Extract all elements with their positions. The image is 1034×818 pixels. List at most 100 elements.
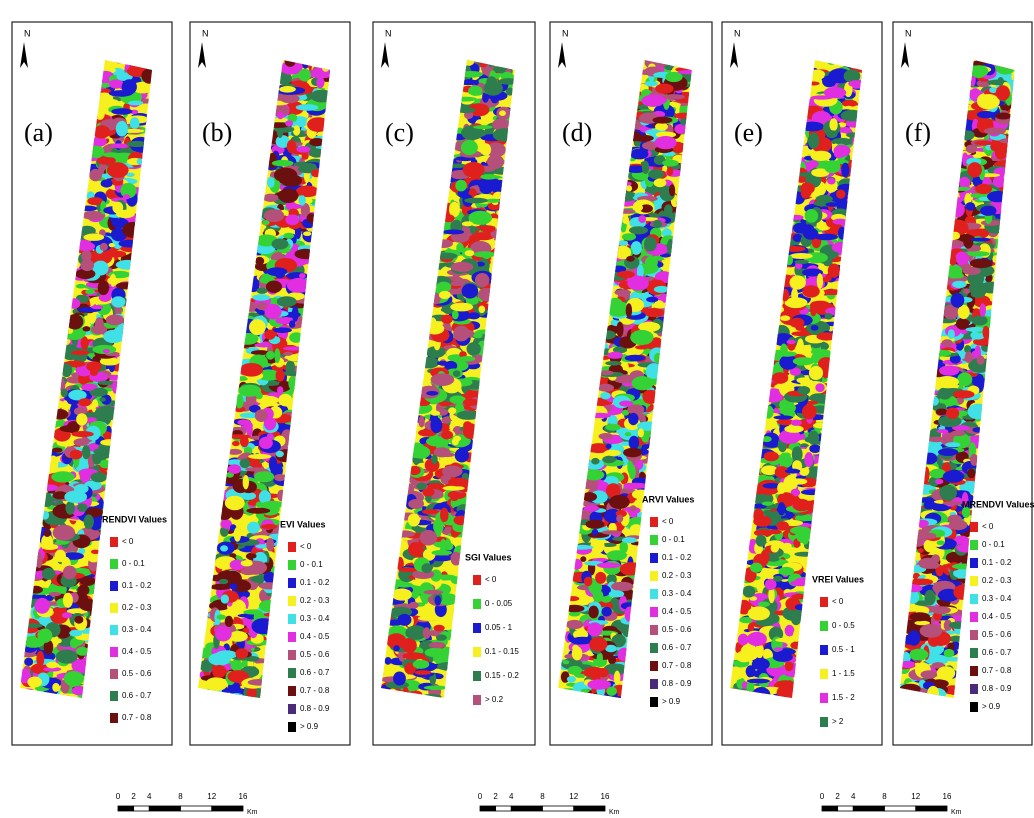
land-patch [790, 253, 813, 259]
land-patch [62, 612, 72, 618]
land-patch [448, 478, 469, 487]
land-patch [130, 117, 140, 129]
land-patch [614, 289, 631, 295]
land-patch [249, 319, 266, 335]
land-patch [764, 452, 779, 462]
legend-swatch [110, 603, 118, 613]
land-patch [103, 152, 120, 157]
land-patch [599, 433, 613, 440]
land-patch [627, 276, 649, 291]
land-patch [441, 315, 453, 324]
land-patch [824, 160, 840, 173]
land-patch [92, 388, 107, 396]
land-patch [220, 545, 228, 551]
land-patch [607, 352, 623, 359]
land-patch [27, 677, 42, 688]
land-patch [645, 188, 659, 193]
land-patch [41, 544, 58, 550]
land-patch [752, 658, 770, 670]
land-patch [627, 461, 633, 475]
land-patch [602, 530, 622, 534]
panel-label: (b) [202, 118, 232, 147]
land-patch [474, 251, 496, 257]
land-patch [35, 598, 50, 614]
land-patch [778, 502, 786, 515]
land-patch [616, 515, 623, 523]
legend-swatch [473, 695, 481, 705]
land-patch [451, 497, 458, 502]
legend-swatch [288, 542, 296, 552]
legend-swatch [110, 581, 118, 591]
legend-label: < 0 [832, 597, 844, 606]
legend-swatch [288, 704, 296, 714]
legend-swatch [473, 671, 481, 681]
land-patch [256, 502, 263, 508]
land-patch [572, 646, 583, 660]
land-patch [783, 383, 797, 387]
legend-label: 0.4 - 0.5 [300, 632, 330, 641]
legend-label: 0.1 - 0.2 [662, 553, 692, 562]
land-patch [794, 260, 809, 264]
land-patch [221, 594, 229, 603]
land-patch [464, 198, 488, 204]
land-patch [654, 178, 667, 187]
land-patch [774, 647, 783, 651]
land-patch [69, 630, 82, 637]
land-patch [219, 579, 229, 584]
land-patch [616, 322, 623, 338]
land-patch [584, 577, 593, 587]
land-patch [817, 273, 823, 289]
land-patch [109, 243, 115, 247]
land-patch [619, 401, 633, 407]
land-patch [826, 202, 841, 207]
land-patch [413, 660, 430, 669]
land-patch [426, 391, 438, 396]
land-patch [815, 383, 824, 392]
land-patch [296, 146, 310, 153]
land-patch [65, 501, 75, 515]
land-patch [122, 79, 137, 94]
land-patch [37, 629, 52, 643]
land-patch [611, 582, 633, 591]
legend-label: > 0.9 [662, 697, 681, 706]
legend-label: < 0 [662, 517, 674, 526]
land-patch [458, 356, 475, 362]
land-patch [109, 79, 124, 88]
legend-swatch [820, 621, 828, 631]
land-patch [645, 256, 658, 268]
legend-label: < 0 [300, 542, 312, 551]
legend-swatch [650, 517, 658, 527]
land-patch [296, 104, 319, 111]
land-patch [91, 325, 107, 335]
legend-swatch [650, 625, 658, 635]
land-patch [267, 177, 275, 188]
land-patch [583, 505, 599, 511]
land-patch [609, 590, 624, 597]
land-patch [597, 384, 614, 392]
legend-label: 0.2 - 0.3 [662, 571, 692, 580]
land-patch [248, 454, 271, 459]
land-patch [638, 428, 644, 437]
land-patch [430, 418, 442, 434]
land-patch [448, 407, 456, 414]
land-patch [614, 671, 621, 686]
land-patch [418, 616, 442, 621]
land-patch [110, 274, 116, 287]
land-patch [453, 370, 461, 377]
land-patch [743, 586, 756, 598]
land-patch [491, 94, 499, 103]
land-patch [753, 516, 771, 527]
land-patch [453, 436, 461, 442]
land-patch [274, 168, 297, 183]
land-patch [247, 522, 260, 534]
land-patch [734, 671, 741, 678]
legend-label: 0.4 - 0.5 [662, 607, 692, 616]
land-patch [128, 101, 143, 106]
land-patch [750, 563, 762, 573]
land-patch [622, 233, 636, 240]
land-patch [72, 431, 94, 437]
land-patch [42, 568, 56, 580]
legend-label: 0.5 - 1 [832, 645, 855, 654]
land-patch [780, 315, 790, 321]
land-patch [252, 294, 270, 300]
